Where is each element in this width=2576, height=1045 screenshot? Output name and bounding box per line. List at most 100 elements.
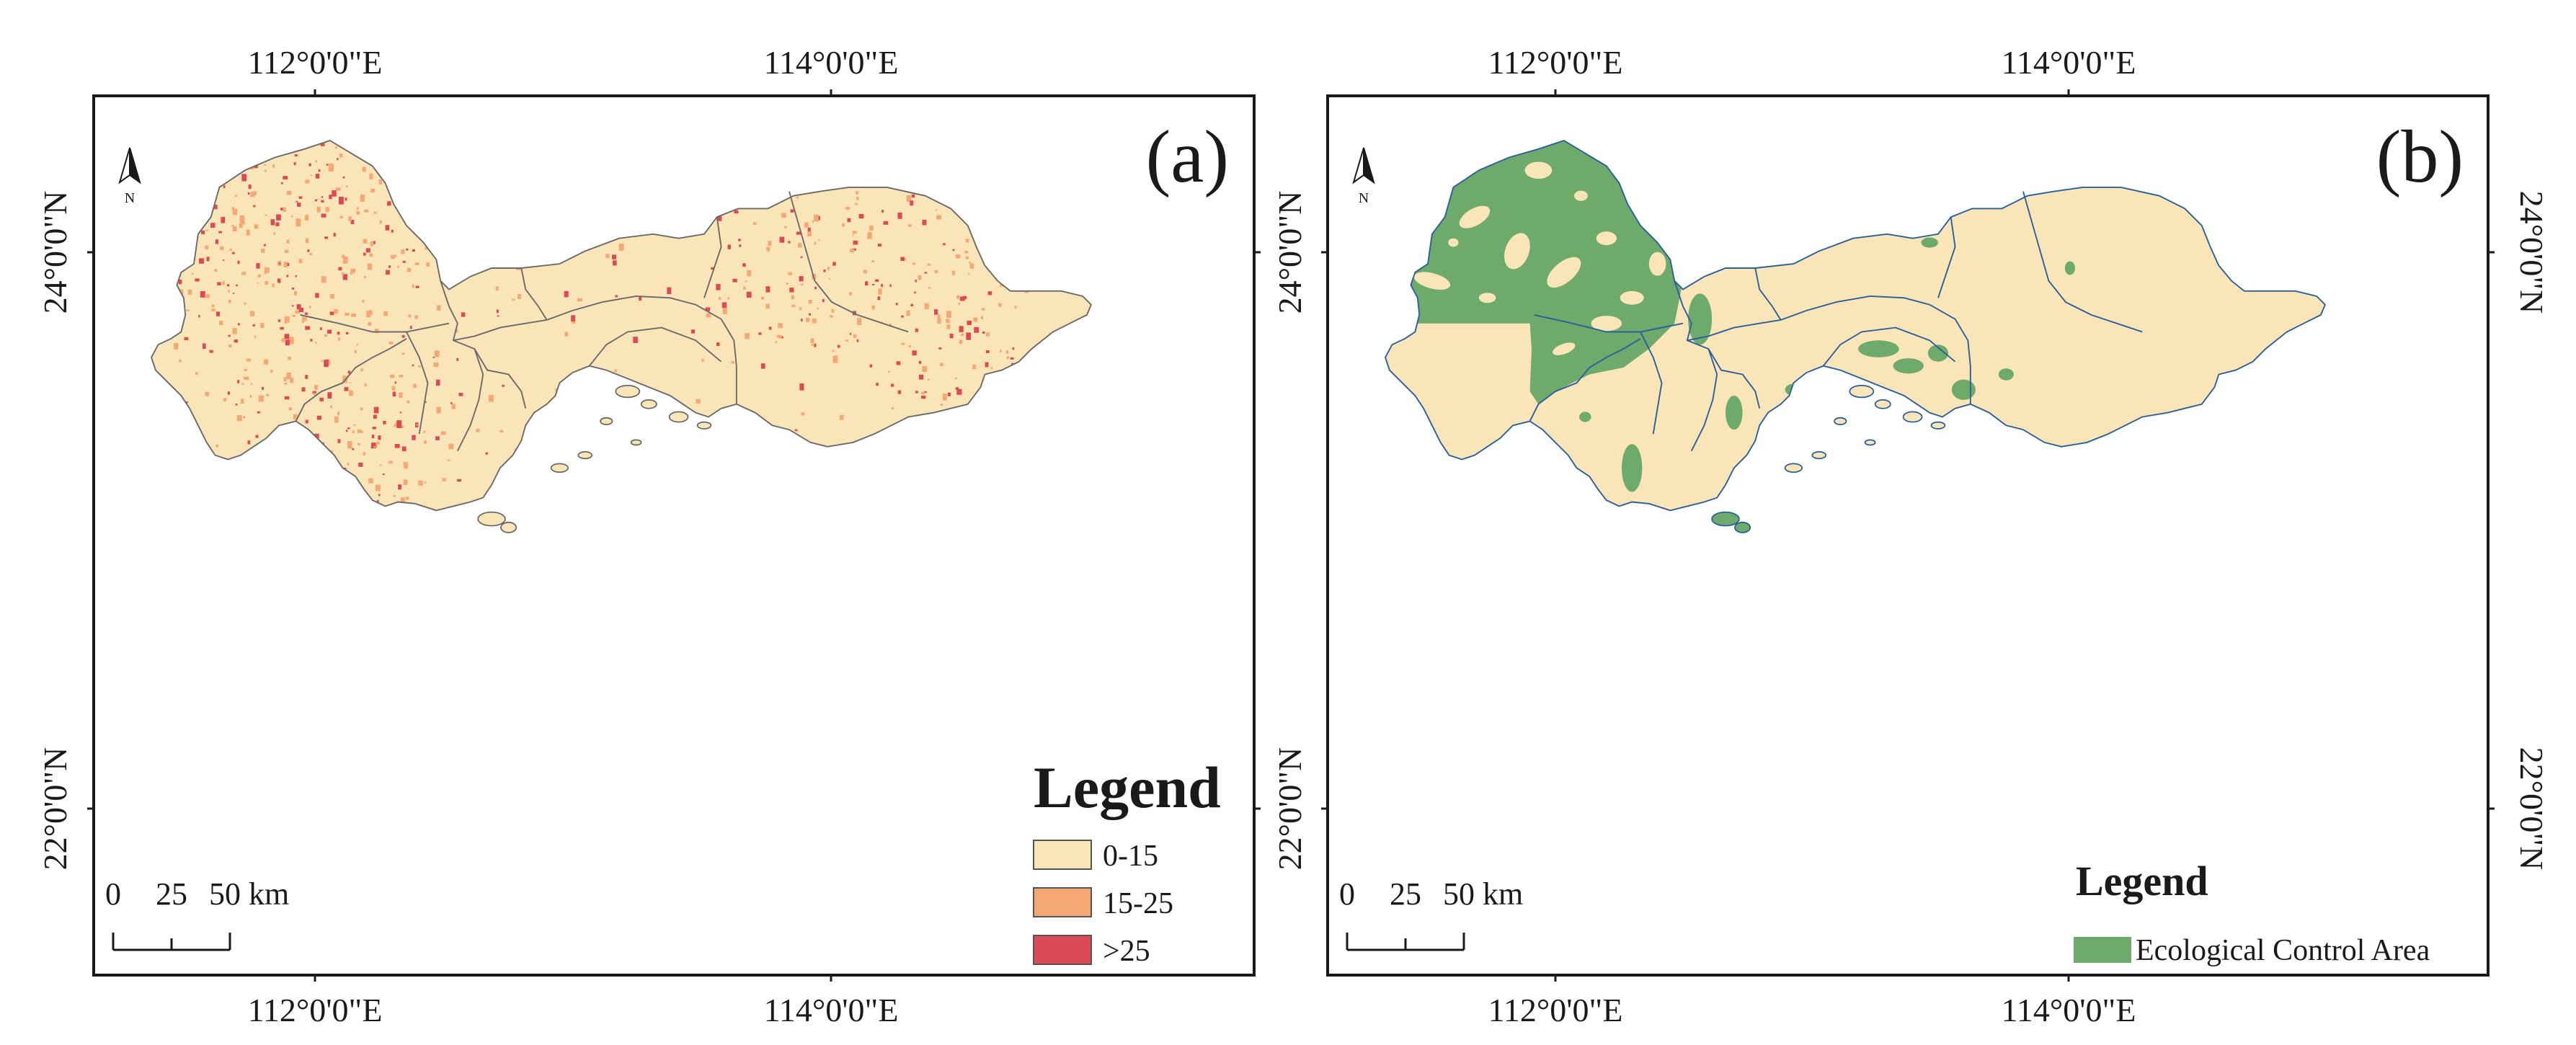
slope-speckle (358, 462, 363, 467)
slope-speckle (847, 218, 851, 223)
slope-speckle (357, 443, 360, 446)
slope-speckle (232, 328, 237, 334)
slope-speckle (701, 456, 703, 459)
slope-speckle (622, 399, 624, 402)
slope-speckle (732, 175, 734, 179)
slope-speckle (430, 224, 435, 228)
slope-speckle (450, 259, 453, 262)
slope-speckle (904, 258, 906, 261)
slope-speckle (244, 368, 247, 372)
slope-speckle (333, 490, 338, 494)
slope-speckle (1029, 463, 1034, 468)
slope-speckle (915, 391, 918, 393)
slope-speckle (305, 419, 308, 424)
slope-speckle (292, 488, 297, 495)
slope-speckle (467, 184, 471, 188)
slope-speckle (477, 195, 481, 200)
slope-speckle (401, 352, 405, 355)
slope-speckle (387, 144, 392, 148)
slope-speckle (206, 159, 210, 164)
slope-speckle (688, 466, 693, 471)
slope-speckle (965, 256, 969, 259)
slope-speckle (791, 304, 796, 308)
slope-speckle (151, 157, 154, 159)
slope-speckle (409, 326, 412, 329)
slope-speckle (796, 231, 801, 235)
slope-speckle (789, 451, 794, 455)
slope-speckle (940, 363, 943, 366)
slope-speckle (438, 215, 442, 221)
slope-speckle (278, 218, 280, 220)
slope-speckle (816, 308, 820, 310)
slope-speckle (488, 182, 492, 186)
slope-speckle (177, 256, 182, 262)
slope-speckle (178, 279, 182, 285)
slope-speckle (911, 194, 915, 198)
slope-speckle (286, 275, 289, 277)
slope-speckle (369, 253, 373, 257)
slope-speckle (367, 263, 373, 270)
slope-speckle (342, 256, 348, 264)
slope-speckle (559, 526, 563, 530)
slope-speckle (520, 219, 524, 223)
slope-speckle (368, 310, 373, 316)
slope-speckle (363, 252, 366, 256)
slope-speckle (270, 370, 273, 373)
slope-speckle (399, 392, 403, 399)
slope-speckle (351, 487, 355, 492)
slope-speckle (706, 313, 711, 318)
slope-speckle (969, 263, 974, 269)
slope-speckle (1036, 251, 1039, 254)
slope-speckle (413, 383, 417, 388)
slope-speckle (845, 206, 850, 210)
slope-speckle (284, 334, 290, 339)
slope-speckle (426, 262, 430, 267)
slope-speckle (969, 262, 971, 264)
slope-speckle (424, 440, 427, 444)
slope-speckle (247, 440, 251, 445)
panel-b-green-islands (1711, 511, 1751, 533)
slope-speckle (188, 148, 192, 154)
slope-speckle (265, 267, 270, 273)
slope-speckle (822, 298, 825, 303)
slope-speckle (665, 160, 668, 164)
slope-speckle (405, 141, 408, 145)
slope-speckle (492, 533, 494, 537)
slope-speckle (315, 293, 319, 298)
slope-speckle (930, 543, 935, 550)
slope-speckle (974, 326, 980, 333)
panel-a-north-arrow-icon: N (118, 147, 141, 206)
slope-speckle (412, 249, 415, 252)
slope-speckle (164, 261, 167, 264)
slope-speckle (345, 197, 347, 201)
slope-speckle (209, 350, 213, 353)
slope-speckle (393, 166, 396, 170)
panel-b-lon-bottom-112: 112°0'0"E (1488, 992, 1623, 1028)
slope-speckle (949, 333, 954, 339)
slope-speckle (240, 221, 245, 225)
slope-speckle (461, 220, 467, 226)
slope-speckle (353, 424, 356, 426)
slope-speckle (818, 239, 820, 241)
slope-speckle (312, 391, 317, 394)
panel-a-islands (477, 384, 712, 533)
slope-speckle (382, 149, 386, 153)
slope-speckle (241, 399, 244, 404)
slope-speckle (393, 494, 396, 497)
slope-speckle (246, 229, 250, 236)
slope-speckle (853, 240, 858, 245)
panel-b-islands (1784, 384, 1946, 473)
slope-speckle (231, 224, 234, 227)
slope-speckle (238, 169, 241, 173)
slope-speckle (938, 347, 942, 350)
slope-speckle (824, 505, 827, 511)
slope-speckle (765, 286, 770, 293)
slope-speckle (382, 473, 385, 476)
slope-speckle (786, 282, 789, 285)
slope-speckle (362, 299, 365, 303)
slope-speckle (211, 304, 215, 308)
slope-speckle (450, 402, 453, 404)
slope-speckle (431, 177, 437, 185)
slope-speckle (900, 257, 905, 262)
